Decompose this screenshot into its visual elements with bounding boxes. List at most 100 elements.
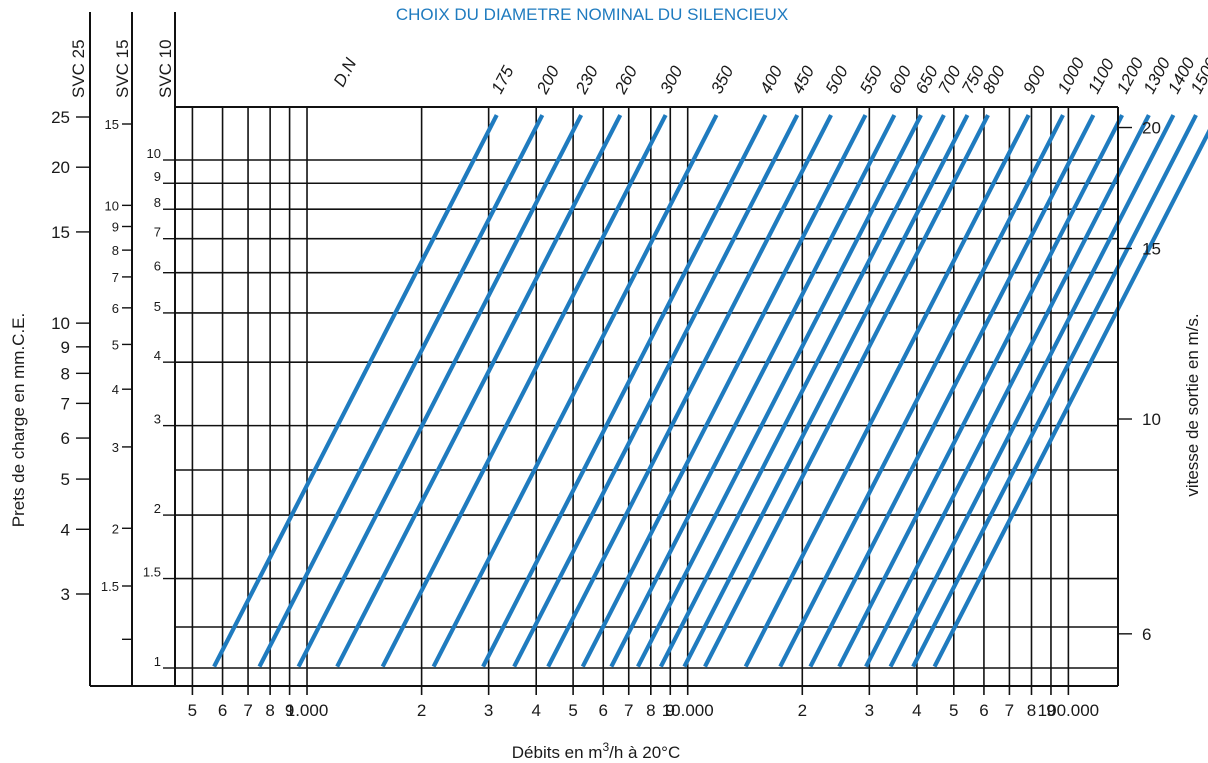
dn-label-650: 650 xyxy=(912,62,942,96)
x-tick-label: 6 xyxy=(218,701,227,720)
dn-label-230: 230 xyxy=(571,62,602,97)
velocity-tick-label: 10 xyxy=(1142,410,1161,429)
dn-line-1400 xyxy=(888,114,1176,668)
x-axis-title-main: Débits en m xyxy=(512,743,603,762)
svc25-tick-label: 4 xyxy=(61,520,70,539)
dn-line-300 xyxy=(380,114,668,668)
x-tick-label: 8 xyxy=(646,701,655,720)
dn-label-1000: 1000 xyxy=(1054,54,1089,97)
svc25-tick-label: 7 xyxy=(61,394,70,413)
dn-line-400 xyxy=(481,114,768,668)
dn-label-550: 550 xyxy=(856,62,886,96)
dn-line-1200 xyxy=(837,114,1124,668)
svc10-tick-label: 10 xyxy=(147,146,161,161)
svc15-tick-label: 2 xyxy=(112,521,119,536)
x-axis-title: Débits en m3/h à 20°C xyxy=(512,740,680,762)
svc15-tick-label: 4 xyxy=(112,382,119,397)
x-tick-label: 2 xyxy=(798,701,807,720)
velocity-tick-label: 6 xyxy=(1142,625,1151,644)
dn-line-200 xyxy=(257,114,545,668)
svc10-tick-label: 1.5 xyxy=(143,565,161,580)
dn-line-175 xyxy=(212,114,499,668)
scale-header-svc10: SVC 10 xyxy=(156,39,175,98)
dn-line-1300 xyxy=(864,114,1151,668)
svc25-tick-label: 5 xyxy=(61,470,70,489)
dn-label-400: 400 xyxy=(756,62,786,96)
dn-label-500: 500 xyxy=(822,62,852,96)
x-tick-label: 8 xyxy=(265,701,274,720)
svc15-tick-label: 6 xyxy=(112,301,119,316)
x-tick-label: 3 xyxy=(484,701,493,720)
dn-line-600 xyxy=(609,114,897,668)
x-tick-label: 7 xyxy=(1005,701,1014,720)
x-tick-label: 5 xyxy=(949,701,958,720)
dn-header: D.N xyxy=(330,54,361,89)
x-tick-label: 1.000 xyxy=(286,701,329,720)
dn-line-650 xyxy=(636,114,923,668)
svc10-tick-label: 4 xyxy=(154,348,161,363)
dn-line-900 xyxy=(743,114,1031,668)
svc15-tick-label: 5 xyxy=(112,337,119,352)
dn-line-800 xyxy=(703,114,990,668)
svc15-tick-label: 3 xyxy=(112,440,119,455)
x-tick-label: 10.000 xyxy=(662,701,714,720)
svc25-tick-label: 9 xyxy=(61,338,70,357)
dn-line-350 xyxy=(431,114,719,668)
svc10-tick-label: 6 xyxy=(154,259,161,274)
svc15-tick-label: 8 xyxy=(112,243,119,258)
dn-label-700: 700 xyxy=(935,62,965,96)
velocity-tick-label: 15 xyxy=(1142,239,1161,258)
ticks xyxy=(76,116,1132,695)
y-axis-title-right: vitesse de sortie en m/s. xyxy=(1183,313,1202,496)
dn-label-175: 175 xyxy=(487,62,517,96)
x-tick-label: 7 xyxy=(624,701,633,720)
svc15-tick-label: 10 xyxy=(105,198,119,213)
dn-label-800: 800 xyxy=(979,62,1009,96)
svc25-tick-label: 6 xyxy=(61,429,70,448)
scale-header-svc25: SVC 25 xyxy=(69,39,88,98)
svc15-tick-label: 15 xyxy=(105,117,119,132)
svc25-tick-label: 25 xyxy=(51,108,70,127)
svc15-tick-label: 9 xyxy=(112,219,119,234)
x-tick-label: 8 xyxy=(1027,701,1036,720)
svc25-tick-label: 10 xyxy=(51,314,70,333)
dn-line-1600 xyxy=(932,128,1208,668)
x-tick-label: 4 xyxy=(531,701,540,720)
svc10-tick-label: 1 xyxy=(154,654,161,669)
dn-label-1100: 1100 xyxy=(1084,55,1118,97)
dn-label-900: 900 xyxy=(1019,62,1049,96)
dn-label-200: 200 xyxy=(533,62,564,97)
dn-line-450 xyxy=(512,114,800,668)
dn-line-230 xyxy=(296,114,584,668)
dn-line-700 xyxy=(658,114,946,668)
svc25-tick-label: 20 xyxy=(51,158,70,177)
x-tick-label: 5 xyxy=(188,701,197,720)
dn-line-750 xyxy=(682,114,970,668)
dn-label-260: 260 xyxy=(611,62,642,97)
dn-line-550 xyxy=(580,114,868,668)
svc10-tick-label: 7 xyxy=(154,225,161,240)
x-tick-label: 100.000 xyxy=(1038,701,1099,720)
dn-line-1100 xyxy=(808,114,1096,668)
x-axis-title-sup: 3 xyxy=(602,740,609,754)
svc10-tick-label: 2 xyxy=(154,501,161,516)
svc15-tick-label: 1.5 xyxy=(101,579,119,594)
x-tick-label: 5 xyxy=(568,701,577,720)
dn-label-450: 450 xyxy=(788,62,818,96)
dn-line-260 xyxy=(335,114,623,668)
dn-label-350: 350 xyxy=(707,62,737,96)
velocity-tick-label: 20 xyxy=(1142,119,1161,138)
svc10-tick-label: 5 xyxy=(154,299,161,314)
x-tick-label: 7 xyxy=(243,701,252,720)
svc10-tick-label: 8 xyxy=(154,195,161,210)
svc10-tick-label: 9 xyxy=(154,169,161,184)
dn-line-500 xyxy=(546,114,833,668)
x-tick-label: 3 xyxy=(865,701,874,720)
dn-label-300: 300 xyxy=(656,62,686,96)
dn-line-1000 xyxy=(778,114,1065,668)
dn-labels: 175 200 230 260 300 350 400 450 500 5506006507007… xyxy=(487,54,1208,98)
svc25-tick-label: 8 xyxy=(61,364,70,383)
chart-title: CHOIX DU DIAMETRE NOMINAL DU SILENCIEUX xyxy=(396,5,788,24)
